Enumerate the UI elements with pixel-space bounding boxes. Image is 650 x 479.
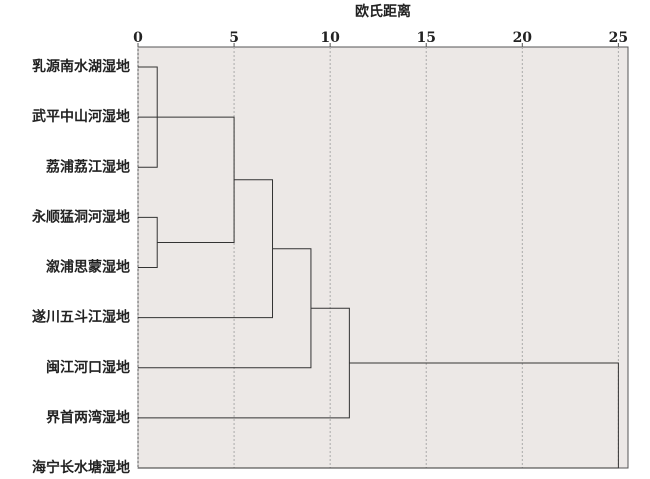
leaf-label: 武平中山河湿地 <box>32 108 130 125</box>
leaf-label: 永顺猛洞河湿地 <box>31 208 130 225</box>
leaf-label: 荔浦荔江湿地 <box>45 158 130 175</box>
leaf-label: 乳源南水湖湿地 <box>32 58 130 75</box>
leaf-label: 溆浦思蒙湿地 <box>46 259 130 276</box>
x-tick-label: 15 <box>416 30 435 46</box>
leaf-label: 闽江河口湿地 <box>46 359 130 376</box>
leaf-label: 界首两湾湿地 <box>46 409 130 426</box>
plot-area <box>137 46 629 469</box>
dendrogram-link <box>138 362 619 469</box>
leaf-label: 遂川五斗江湿地 <box>32 309 130 326</box>
axis-title: 欧氏距离 <box>355 3 411 20</box>
dendrogram-link <box>157 116 235 243</box>
x-tick-label: 10 <box>320 30 340 46</box>
dendrogram-link <box>138 248 312 369</box>
x-tick-label: 25 <box>609 30 628 46</box>
leaf-label: 海宁长水塘湿地 <box>32 459 130 475</box>
x-tick-label: 0 <box>133 30 143 46</box>
x-tick-label: 5 <box>229 30 239 46</box>
x-tick-label: 20 <box>513 30 533 46</box>
